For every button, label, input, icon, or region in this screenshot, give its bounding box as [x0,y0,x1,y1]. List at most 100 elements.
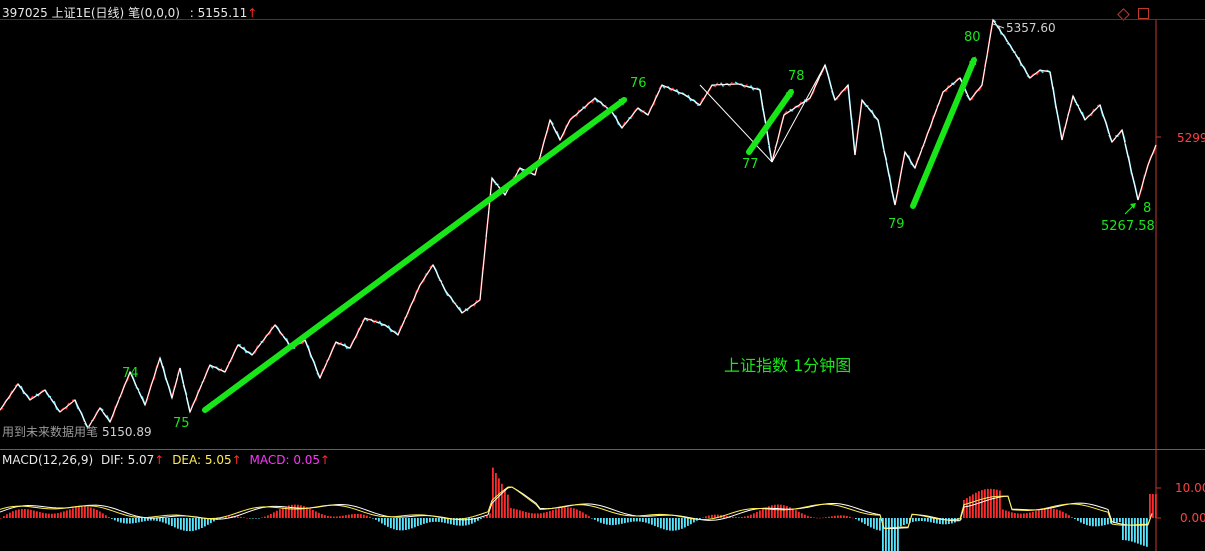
macd-histogram-bar [501,483,503,518]
stock-name: 上证1E(日线) [51,6,125,20]
macd-histogram-bar [975,492,977,518]
macd-histogram-bar [744,516,746,518]
macd-histogram-bar [36,511,38,518]
macd-histogram-bar [456,518,458,526]
future-data-note: 用到未来数据用笔 [2,424,98,439]
dif-arrow-icon: ↑ [154,453,165,467]
trend-arrow-77-78 [746,88,794,155]
macd-histogram-bar [1128,518,1130,541]
macd-histogram-bar [864,518,866,525]
macd-header: MACD(12,26,9) DIF: 5.07↑ DEA: 5.05↑ MACD… [2,453,330,467]
macd-histogram-bar [507,494,509,518]
macd-histogram-bar [753,513,755,518]
macd-histogram-bar [822,517,824,519]
macd-histogram-bar [1002,509,1004,518]
high-price-leader [992,23,1005,29]
maximize-icon[interactable] [1138,8,1149,19]
macd-histogram-bar [423,518,425,524]
macd-histogram-bar [621,518,623,524]
macd-histogram-bar [681,518,683,529]
macd-histogram-bar [1029,512,1031,518]
macd-histogram-bar [1104,518,1106,526]
macd-histogram-bar [246,517,248,519]
macd-histogram-bar [1080,518,1082,523]
macd-histogram-bar [222,517,224,518]
macd-histogram-bar [348,514,350,518]
macd-histogram-bar [795,510,797,518]
macd-histogram-bar [924,518,926,522]
macd-histogram-bar [783,505,785,518]
macd-histogram-bar [690,518,692,525]
macd-histogram-bar [1047,508,1049,518]
macd-value: MACD: 0.05 [249,453,321,467]
macd-histogram-bar [291,504,293,518]
high-price-label: 5357.60 [1006,21,1056,35]
macd-histogram-bar [1134,518,1136,543]
macd-histogram-bar [0,518,2,519]
macd-histogram-bar [840,515,842,518]
macd-histogram-bar [933,518,935,523]
macd-histogram-bar [810,516,812,518]
macd-histogram-bar [300,505,302,518]
macd-histogram-bar [552,510,554,518]
pivot-label-76: 76 [630,76,647,91]
macd-histogram-bar [33,510,35,518]
macd-histogram-bar [75,507,77,518]
macd-histogram-bar [597,518,599,522]
macd-histogram-bar [447,518,449,524]
macd-histogram-bar [339,516,341,518]
macd-histogram-bar [84,506,86,518]
macd-histogram-bar [390,518,392,529]
macd-histogram-bar [756,511,758,518]
macd-histogram-bar [483,517,485,518]
macd-histogram-bar [513,508,515,518]
macd-histogram-bar [255,518,257,519]
macd-histogram-bar [516,509,518,518]
macd-histogram-bar [873,518,875,529]
macd-histogram-bar [816,517,818,519]
macd-histogram-bar [510,508,512,518]
macd-histogram-bar [1077,518,1079,521]
macd-histogram-bar [996,489,998,518]
macd-histogram-bar [270,513,272,518]
pivot-label-75: 75 [173,416,190,431]
macd-histogram-bar [195,518,197,531]
macd-histogram-bar [114,518,116,521]
macd-histogram-bar [519,510,521,518]
macd-histogram-bar [561,507,563,518]
macd-histogram-bar [213,518,215,522]
chart-header: 397025 上证1E(日线) 笔(0,0,0) : 5155.11↑ [2,4,257,21]
stock-code: 397025 [2,6,48,20]
macd-histogram-bar [468,518,470,525]
macd-histogram-bar [636,518,638,522]
stroke-layer [0,18,1157,430]
macd-histogram-bar [201,518,203,528]
pen-stroke-line [771,64,826,163]
macd-histogram-bar [303,506,305,518]
macd-histogram-bar [750,514,752,518]
macd-histogram-bar [633,518,635,522]
macd-histogram-bar [168,518,170,525]
macd-histogram-bar [1074,518,1076,519]
macd-histogram-bar [1137,518,1139,544]
macd-histogram-bar [885,518,887,551]
macd-histogram-bar [306,507,308,518]
macd-histogram-bar [819,517,821,519]
macd-histogram-bar [288,505,290,518]
macd-histogram-bar [579,510,581,518]
macd-histogram-bar [1017,513,1019,518]
macd-histogram-bar [534,513,536,518]
macd-histogram-bar [315,511,317,518]
macd-histogram-bar [1143,518,1145,546]
macd-histogram-bar [723,515,725,518]
macd-histogram-bar [717,514,719,518]
macd-histogram-bar [630,518,632,522]
macd-histogram-bar [1092,518,1094,527]
macd-histogram-bar [90,507,92,518]
macd-histogram-bar [105,515,107,518]
macd-histogram-bar [1008,511,1010,518]
macd-histogram-bar [576,509,578,518]
macd-histogram-bar [1146,518,1148,547]
macd-layer [0,467,1157,551]
